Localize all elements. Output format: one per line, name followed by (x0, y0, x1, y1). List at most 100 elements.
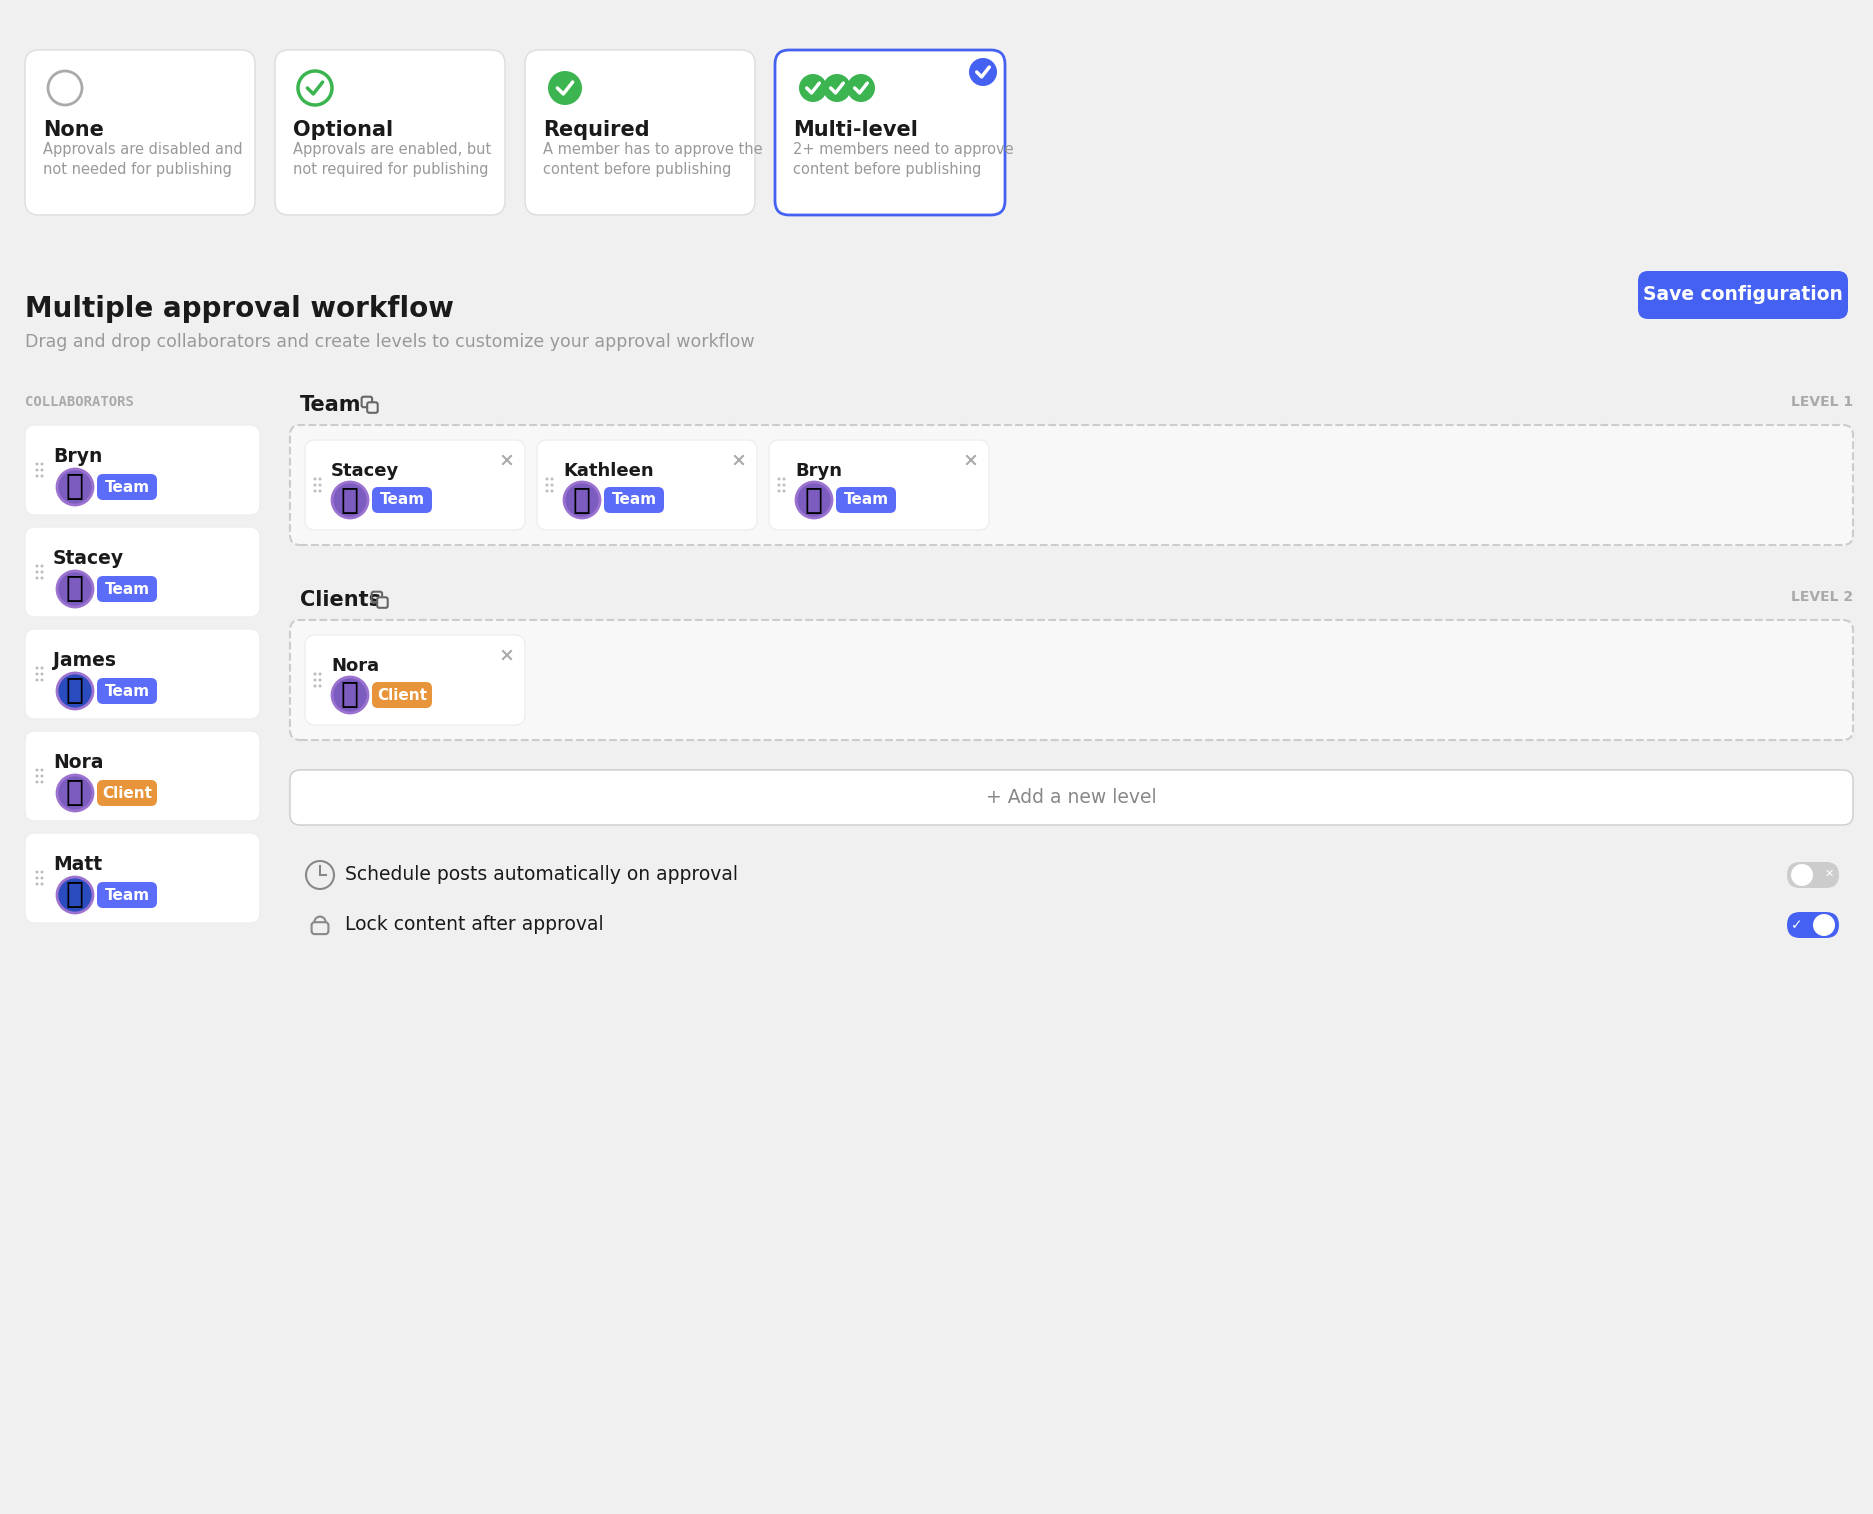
FancyBboxPatch shape (24, 833, 260, 924)
Circle shape (968, 58, 996, 86)
FancyBboxPatch shape (775, 50, 1006, 215)
Text: 👤: 👤 (66, 778, 84, 807)
Circle shape (318, 483, 322, 486)
Text: Team: Team (105, 480, 150, 495)
Text: Team: Team (105, 887, 150, 902)
Circle shape (783, 477, 785, 480)
Text: 👤: 👤 (341, 486, 360, 515)
Text: 2+ members need to approve: 2+ members need to approve (792, 142, 1013, 157)
FancyBboxPatch shape (97, 575, 157, 603)
Circle shape (545, 489, 549, 492)
Text: Team: Team (105, 683, 150, 698)
FancyBboxPatch shape (1787, 861, 1839, 889)
Circle shape (36, 571, 39, 574)
Circle shape (36, 666, 39, 669)
Circle shape (318, 684, 322, 687)
Text: content before publishing: content before publishing (792, 162, 981, 177)
Text: content before publishing: content before publishing (543, 162, 730, 177)
Circle shape (36, 781, 39, 784)
FancyBboxPatch shape (538, 441, 757, 530)
Circle shape (36, 462, 39, 465)
Circle shape (313, 678, 317, 681)
Text: Team: Team (843, 492, 888, 507)
Circle shape (783, 489, 785, 492)
Circle shape (56, 674, 94, 709)
FancyBboxPatch shape (367, 403, 378, 413)
Circle shape (41, 775, 43, 778)
Text: COLLABORATORS: COLLABORATORS (24, 395, 133, 409)
Circle shape (41, 462, 43, 465)
Circle shape (56, 571, 94, 607)
Circle shape (551, 483, 554, 486)
Text: Client: Client (101, 786, 152, 801)
Circle shape (783, 483, 785, 486)
Circle shape (41, 468, 43, 471)
Circle shape (777, 477, 781, 480)
Text: 👤: 👤 (805, 486, 822, 515)
Text: James: James (52, 651, 116, 671)
Circle shape (36, 871, 39, 874)
Circle shape (36, 678, 39, 681)
Circle shape (332, 481, 367, 518)
Text: Team: Team (611, 492, 657, 507)
Circle shape (41, 577, 43, 580)
FancyBboxPatch shape (97, 883, 157, 908)
FancyBboxPatch shape (835, 488, 895, 513)
Circle shape (36, 468, 39, 471)
Circle shape (41, 666, 43, 669)
Circle shape (800, 74, 828, 101)
Text: Lock content after approval: Lock content after approval (345, 916, 603, 934)
Circle shape (41, 474, 43, 477)
Circle shape (564, 481, 599, 518)
Text: 👤: 👤 (66, 574, 84, 604)
Circle shape (41, 769, 43, 772)
Circle shape (56, 877, 94, 913)
FancyBboxPatch shape (24, 628, 260, 719)
Text: Team: Team (300, 395, 361, 415)
Circle shape (36, 565, 39, 568)
Circle shape (41, 877, 43, 880)
Text: Save configuration: Save configuration (1643, 286, 1843, 304)
Circle shape (545, 483, 549, 486)
Circle shape (318, 678, 322, 681)
Text: 👤: 👤 (66, 881, 84, 910)
Text: not required for publishing: not required for publishing (292, 162, 489, 177)
Text: Required: Required (543, 120, 650, 139)
FancyBboxPatch shape (376, 598, 388, 607)
Text: Multiple approval workflow: Multiple approval workflow (24, 295, 453, 322)
Circle shape (313, 489, 317, 492)
FancyBboxPatch shape (24, 731, 260, 821)
Text: Bryn: Bryn (794, 462, 843, 480)
Circle shape (36, 775, 39, 778)
Circle shape (41, 571, 43, 574)
Text: 👤: 👤 (66, 677, 84, 706)
FancyBboxPatch shape (290, 621, 1852, 740)
Circle shape (1813, 914, 1836, 936)
FancyBboxPatch shape (24, 527, 260, 618)
Circle shape (332, 677, 367, 713)
Circle shape (41, 871, 43, 874)
Text: Bryn: Bryn (52, 447, 103, 466)
FancyBboxPatch shape (97, 474, 157, 500)
Text: Client: Client (376, 687, 427, 702)
Circle shape (41, 565, 43, 568)
Text: Kathleen: Kathleen (564, 462, 654, 480)
Text: Schedule posts automatically on approval: Schedule posts automatically on approval (345, 866, 738, 884)
Circle shape (313, 477, 317, 480)
Text: Stacey: Stacey (332, 462, 399, 480)
FancyBboxPatch shape (603, 488, 665, 513)
FancyBboxPatch shape (770, 441, 989, 530)
Circle shape (777, 483, 781, 486)
Text: Drag and drop collaborators and create levels to customize your approval workflo: Drag and drop collaborators and create l… (24, 333, 755, 351)
Text: Approvals are disabled and: Approvals are disabled and (43, 142, 243, 157)
Circle shape (36, 769, 39, 772)
Circle shape (1791, 864, 1813, 886)
FancyBboxPatch shape (290, 771, 1852, 825)
FancyBboxPatch shape (24, 425, 260, 515)
FancyBboxPatch shape (290, 425, 1852, 545)
Circle shape (318, 477, 322, 480)
FancyBboxPatch shape (24, 50, 255, 215)
Circle shape (56, 469, 94, 506)
Circle shape (41, 781, 43, 784)
Text: 👤: 👤 (341, 680, 360, 710)
